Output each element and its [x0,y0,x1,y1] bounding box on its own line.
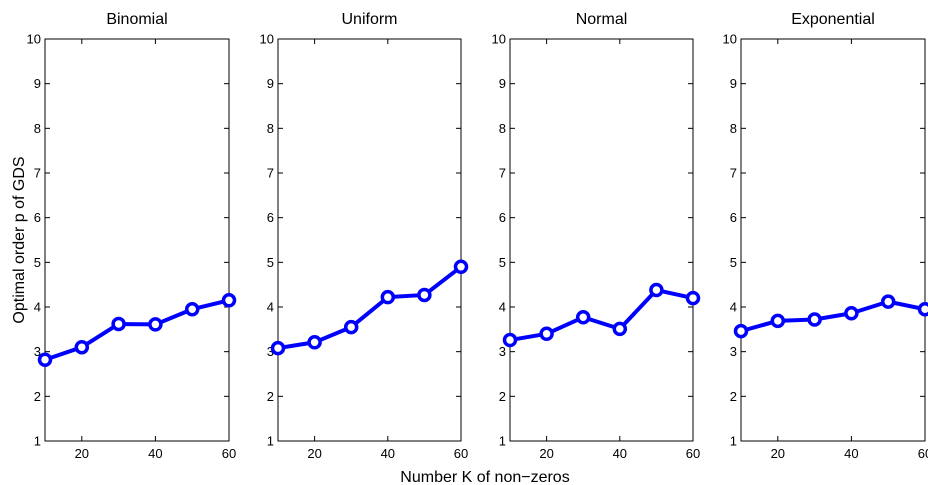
x-tick-label: 60 [918,446,928,461]
y-tick-label: 8 [730,121,737,136]
y-tick-label: 1 [499,434,506,449]
y-tick-label: 9 [34,76,41,91]
y-tick-label: 10 [723,32,737,47]
x-axis-label: Number K of non−zeros [400,469,569,485]
data-point [575,310,591,325]
y-tick-label: 3 [499,344,506,359]
axes-box [740,38,926,442]
y-tick-label: 3 [267,344,274,359]
y-tick-label: 7 [34,166,41,181]
data-point [417,287,432,303]
data-point [307,335,322,350]
data-point [649,282,664,298]
x-tick-label: 40 [381,446,395,461]
data-point [880,294,896,309]
y-tick-label: 6 [730,210,737,225]
data-point [807,312,822,327]
y-axis-label: Optimal order p of GDS [11,156,28,323]
x-tick-label: 40 [148,446,162,461]
data-point [502,332,518,348]
data-point [74,339,90,355]
subplot-normal: Normal 1 2 3 4 5 6 7 8 9 10 20 40 60 [492,11,701,461]
data-point [111,316,126,332]
x-tick-label: 60 [686,446,700,461]
x-tick-label: 60 [222,446,236,461]
y-tick-label: 8 [34,121,41,136]
y-tick-label: 7 [499,166,506,181]
x-tick-label: 20 [539,446,553,461]
y-tick-label: 9 [499,76,506,91]
subplot-title: Exponential [791,11,875,28]
data-point [184,301,200,317]
x-tick-label: 60 [454,446,468,461]
y-tick-label: 4 [499,300,506,315]
data-point [221,293,237,308]
y-tick-label: 4 [34,300,41,315]
y-tick-label: 1 [730,434,737,449]
y-tick-label: 2 [267,389,274,404]
y-tick-label: 3 [730,344,737,359]
subplot-uniform: Uniform 1 2 3 4 5 6 7 8 9 10 20 40 60 [260,11,469,461]
axes-box [509,38,694,442]
subplot-title: Normal [576,11,628,28]
data-point [917,301,928,317]
x-tick-label: 40 [844,446,858,461]
y-tick-label: 4 [267,300,274,315]
y-tick-label: 3 [34,344,41,359]
y-tick-label: 1 [34,434,41,449]
y-tick-label: 5 [34,255,41,270]
y-tick-label: 9 [267,76,274,91]
y-tick-label: 1 [267,434,274,449]
y-tick-label: 8 [267,121,274,136]
x-tick-label: 40 [613,446,627,461]
x-tick-label: 20 [307,446,321,461]
y-tick-label: 5 [499,255,506,270]
y-tick-label: 4 [730,300,737,315]
data-point [685,290,701,306]
y-tick-label: 7 [730,166,737,181]
y-tick-label: 2 [730,389,737,404]
y-tick-label: 8 [499,121,506,136]
y-tick-label: 5 [267,255,274,270]
y-tick-label: 10 [492,32,506,47]
y-tick-label: 2 [499,389,506,404]
x-tick-label: 20 [771,446,785,461]
data-point [539,326,554,342]
y-tick-label: 5 [730,255,737,270]
data-point [770,313,786,329]
y-tick-label: 7 [267,166,274,181]
data-point [37,352,53,367]
data-point [612,321,628,337]
y-tick-label: 9 [730,76,737,91]
data-point [733,323,749,339]
y-tick-label: 10 [260,32,274,47]
y-tick-label: 6 [34,210,41,225]
y-tick-label: 6 [267,210,274,225]
axes-box [277,38,462,442]
data-point [380,289,396,305]
data-point [270,340,286,356]
y-tick-label: 10 [27,32,41,47]
subplot-binomial: Binomial 1 2 3 4 5 6 7 8 9 10 20 40 60 [27,11,237,461]
data-point [453,259,469,275]
x-tick-label: 20 [75,446,89,461]
data-point [844,306,859,321]
subplot-panels: Binomial 1 2 3 4 5 6 7 8 9 10 20 40 60 Uniform 1 2 3 4 5 6 7 8… [27,11,928,461]
data-point [148,317,163,332]
axes-box [44,38,230,442]
subplot-title: Binomial [106,11,167,28]
y-tick-label: 6 [499,210,506,225]
subplot-title: Uniform [341,11,397,28]
data-point [343,319,359,335]
y-tick-label: 2 [34,389,41,404]
subplot-exponential: Exponential 1 2 3 4 5 6 7 8 9 10 20 40 60 [723,11,928,461]
